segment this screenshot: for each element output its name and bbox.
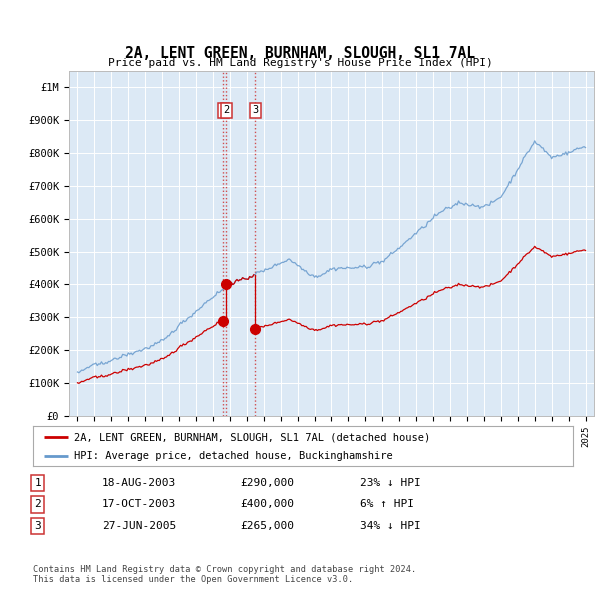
Text: Contains HM Land Registry data © Crown copyright and database right 2024.
This d: Contains HM Land Registry data © Crown c…	[33, 565, 416, 584]
Text: £400,000: £400,000	[240, 500, 294, 509]
Text: 34% ↓ HPI: 34% ↓ HPI	[360, 522, 421, 531]
Text: 1: 1	[220, 105, 227, 115]
Text: 1: 1	[34, 478, 41, 487]
Text: 2A, LENT GREEN, BURNHAM, SLOUGH, SL1 7AL: 2A, LENT GREEN, BURNHAM, SLOUGH, SL1 7AL	[125, 45, 475, 61]
Text: 2: 2	[34, 500, 41, 509]
Text: £290,000: £290,000	[240, 478, 294, 487]
Text: 17-OCT-2003: 17-OCT-2003	[102, 500, 176, 509]
Text: 2: 2	[223, 105, 229, 115]
Text: 27-JUN-2005: 27-JUN-2005	[102, 522, 176, 531]
Text: Price paid vs. HM Land Registry's House Price Index (HPI): Price paid vs. HM Land Registry's House …	[107, 58, 493, 68]
Text: 3: 3	[252, 105, 258, 115]
Text: 18-AUG-2003: 18-AUG-2003	[102, 478, 176, 487]
Text: 23% ↓ HPI: 23% ↓ HPI	[360, 478, 421, 487]
Text: HPI: Average price, detached house, Buckinghamshire: HPI: Average price, detached house, Buck…	[74, 451, 392, 461]
Text: 2A, LENT GREEN, BURNHAM, SLOUGH, SL1 7AL (detached house): 2A, LENT GREEN, BURNHAM, SLOUGH, SL1 7AL…	[74, 432, 430, 442]
Text: 6% ↑ HPI: 6% ↑ HPI	[360, 500, 414, 509]
Text: £265,000: £265,000	[240, 522, 294, 531]
Text: 3: 3	[34, 522, 41, 531]
